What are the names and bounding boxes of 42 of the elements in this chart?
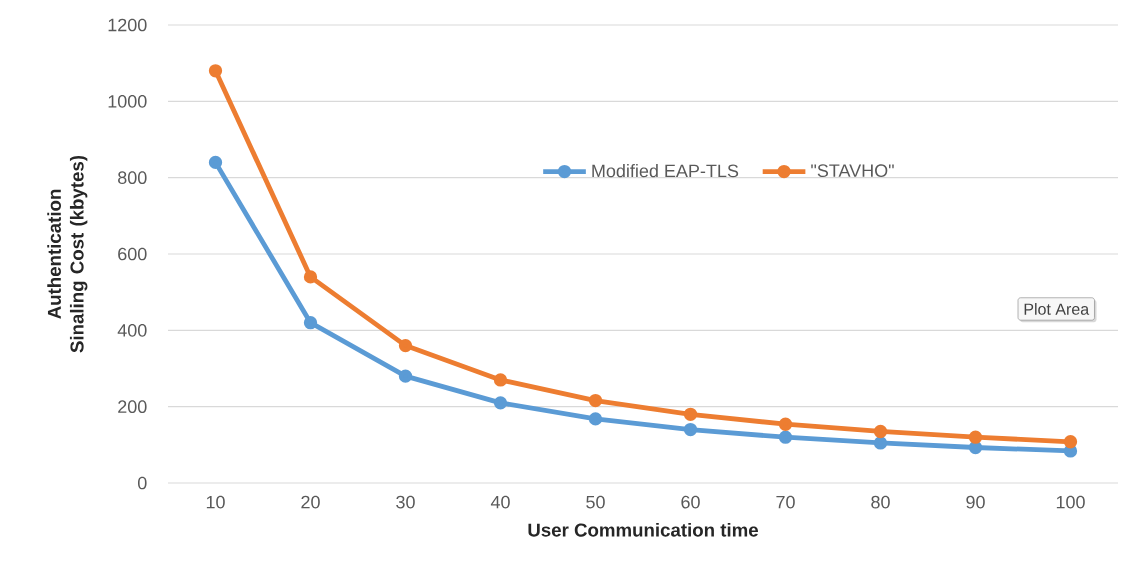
x-tick-label: 50	[586, 495, 605, 509]
y-tick-label: 200	[118, 400, 147, 414]
x-tick-label: 70	[776, 495, 795, 509]
legend-label: Modified EAP-TLS	[592, 164, 739, 178]
x-tick-label: 90	[966, 495, 985, 509]
annotation: Plot Area	[1024, 303, 1090, 315]
point	[398, 369, 413, 383]
legend-label: "STAVHO"	[811, 164, 894, 178]
point	[968, 430, 983, 444]
x-tick-label: 40	[490, 495, 510, 509]
point	[968, 440, 983, 455]
y-tick-label: 1000	[108, 94, 147, 108]
x-tick-label: 100	[1056, 495, 1085, 509]
point	[303, 316, 318, 330]
x-axis-title: User Communication time	[528, 522, 758, 537]
point	[588, 412, 603, 426]
point	[493, 396, 508, 410]
point	[778, 417, 793, 431]
point	[208, 155, 223, 170]
point	[588, 393, 603, 408]
point	[778, 430, 793, 444]
point	[873, 424, 888, 439]
point	[873, 436, 888, 450]
point	[398, 338, 413, 353]
point	[1063, 435, 1078, 449]
x-tick-label: 10	[206, 495, 225, 509]
x-tick-label: 20	[301, 495, 320, 509]
y-tick-label: 400	[117, 323, 147, 337]
point	[303, 270, 318, 284]
point	[683, 422, 698, 437]
point	[683, 407, 698, 421]
y-axis-title: Authentication Sinaling Cost (kbytes)	[47, 155, 88, 353]
y-tick-label: 600	[118, 247, 147, 261]
point	[493, 373, 508, 387]
x-tick-label: 80	[871, 495, 890, 509]
y-tick-label: 1200	[108, 18, 147, 32]
x-tick-label: 30	[396, 495, 415, 509]
x-tick-label: 60	[681, 495, 700, 509]
y-tick-label: 800	[118, 171, 147, 185]
point	[208, 64, 223, 78]
point	[1063, 444, 1078, 458]
y-tick-label: 0	[137, 476, 147, 490]
